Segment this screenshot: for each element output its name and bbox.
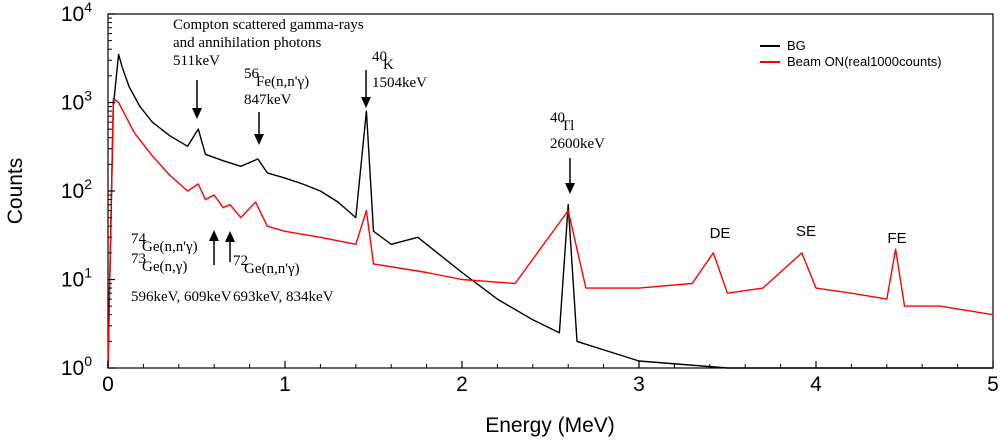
annotation-ge74-line1: Ge(n,n'γ) bbox=[142, 239, 198, 255]
annotation-ge-energies-2: 693keV, 834keV bbox=[233, 289, 334, 305]
arrowhead-596 bbox=[209, 230, 219, 241]
annotation-ge73-iso: 73 bbox=[131, 251, 146, 267]
annotation-ge-energies-1: 596keV, 609keV bbox=[131, 289, 232, 305]
y-axis-title: Counts bbox=[4, 158, 27, 225]
annotation-k-line1: K bbox=[383, 57, 394, 73]
arrowhead-2600 bbox=[565, 183, 575, 194]
annotation-ge72-line1: Ge(n,n'γ) bbox=[244, 261, 300, 277]
annotation-tl-line1: Tl bbox=[561, 118, 574, 134]
y-tick-label: 101 bbox=[61, 265, 92, 292]
y-tick-label: 103 bbox=[61, 88, 92, 115]
annotation-compton-line1: Compton scattered gamma-rays bbox=[173, 17, 364, 33]
tick-layer: 0 1 2 3 4 5 100 101 102 103 104 bbox=[61, 0, 999, 396]
annotation-k-line2: 1504keV bbox=[372, 75, 427, 91]
annotation-tl-line2: 2600keV bbox=[550, 136, 605, 152]
annotation-se: SE bbox=[796, 223, 816, 240]
annotation-k-iso: 40 bbox=[372, 49, 387, 65]
annotation-fe-iso: 56 bbox=[244, 66, 260, 82]
x-tick-label: 4 bbox=[810, 373, 822, 396]
y-tick-label: 104 bbox=[61, 0, 92, 26]
x-tick-label: 2 bbox=[456, 373, 468, 396]
annotation-ge74-iso: 74 bbox=[131, 231, 147, 247]
y-tick-label: 100 bbox=[61, 353, 92, 380]
x-tick-label: 5 bbox=[987, 373, 999, 396]
legend-label-beam-on: Beam ON(real1000counts) bbox=[787, 54, 942, 69]
series-layer bbox=[107, 53, 994, 369]
annotation-fe: FE bbox=[887, 230, 906, 247]
annotation-ge72-iso: 72 bbox=[233, 253, 248, 269]
arrowhead-511 bbox=[192, 108, 202, 119]
annotation-tl-iso: 40 bbox=[550, 110, 565, 126]
annotations: Compton scattered gamma-rays and annihil… bbox=[131, 17, 907, 305]
x-tick-label: 3 bbox=[633, 373, 645, 396]
y-tick-label: 102 bbox=[61, 176, 92, 203]
annotation-compton-line3: 511keV bbox=[173, 53, 220, 69]
legend: BG Beam ON(real1000counts) bbox=[760, 38, 942, 69]
x-tick-label: 1 bbox=[279, 373, 291, 396]
x-tick-label: 0 bbox=[102, 373, 114, 396]
annotation-compton-line2: and annihilation photons bbox=[173, 35, 321, 51]
arrowhead-1504 bbox=[361, 97, 371, 108]
arrowhead-847 bbox=[254, 134, 264, 145]
arrowhead-693 bbox=[225, 231, 235, 242]
annotation-fe-line1: Fe(n,n'γ) bbox=[256, 74, 309, 90]
series-line-bg bbox=[107, 53, 993, 369]
legend-label-bg: BG bbox=[787, 38, 806, 53]
x-axis-title: Energy (MeV) bbox=[485, 414, 615, 437]
annotation-ge73-line1: Ge(n,γ) bbox=[142, 259, 187, 275]
annotation-fe-line2: 847keV bbox=[244, 92, 292, 108]
annotation-de: DE bbox=[710, 225, 731, 242]
series-line-beam-on bbox=[107, 98, 994, 369]
